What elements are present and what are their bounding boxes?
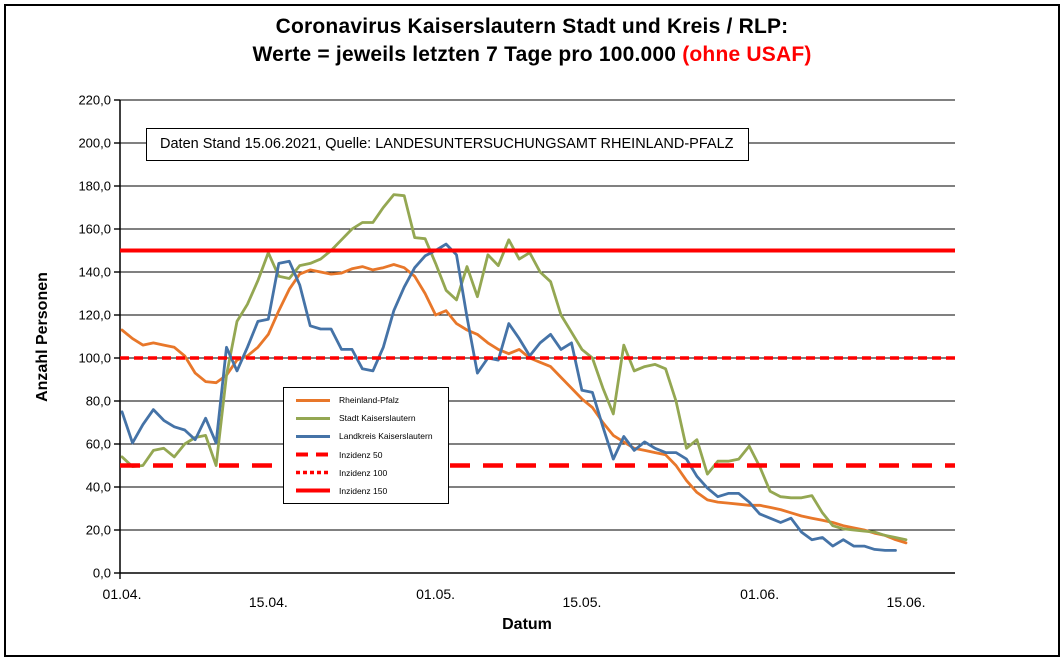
legend-line-sample-inzidenz-50 <box>296 452 330 457</box>
legend-line-sample-inzidenz-150 <box>296 488 330 493</box>
y-tick-label-60: 60,0 <box>86 437 111 452</box>
legend-label-stadt-kaiserslautern: Stadt Kaiserslautern <box>339 413 416 424</box>
legend-item-inzidenz-50: Inzidenz 50 <box>294 449 448 460</box>
legend-item-stadt-kaiserslautern: Stadt Kaiserslautern <box>294 413 448 424</box>
y-tick-label-220: 220,0 <box>78 93 111 108</box>
chart-title-line2-black: Werte = jeweils letzten 7 Tage pro 100.0… <box>252 43 683 66</box>
y-tick-label-0: 0,0 <box>93 566 111 581</box>
legend-label-rheinland-pfalz: Rheinland-Pfalz <box>339 395 400 406</box>
legend-line-sample-rheinland-pfalz <box>296 398 330 402</box>
y-tick-label-80: 80,0 <box>86 394 111 409</box>
x-tick-label-15.05.: 15.05. <box>562 594 601 610</box>
series-line-landkreis-kaiserslautern <box>120 242 897 552</box>
legend-label-landkreis-kaiserslautern: Landkreis Kaiserslautern <box>339 431 433 442</box>
legend-item-landkreis-kaiserslautern: Landkreis Kaiserslautern <box>294 431 448 442</box>
chart-title-usaf-note: (ohne USAF) <box>682 43 812 66</box>
y-tick-label-20: 20,0 <box>86 523 111 538</box>
chart-title-line2: Werte = jeweils letzten 7 Tage pro 100.0… <box>0 41 1064 69</box>
chart-legend: Rheinland-Pfalz Stadt Kaiserslautern Landk… <box>283 387 449 504</box>
y-axis-title: Anzahl Personen <box>34 272 51 402</box>
legend-item-inzidenz-100: Inzidenz 100 <box>294 467 448 478</box>
legend-item-inzidenz-150: Inzidenz 150 <box>294 485 448 496</box>
x-axis-title: Datum <box>502 616 552 633</box>
x-tick-label-01.04.: 01.04. <box>103 586 142 602</box>
data-source-box: Daten Stand 15.06.2021, Quelle: LANDESUN… <box>146 128 749 161</box>
legend-label-inzidenz-150: Inzidenz 150 <box>339 485 388 496</box>
series-line-rheinland-pfalz <box>120 263 908 545</box>
y-tick-label-160: 160,0 <box>78 222 111 237</box>
x-tick-label-15.06.: 15.06. <box>887 594 926 610</box>
legend-line-sample-stadt-kaiserslautern <box>296 416 330 420</box>
legend-line-sample-landkreis-kaiserslautern <box>296 434 330 438</box>
y-tick-label-120: 120,0 <box>78 308 111 323</box>
legend-label-inzidenz-50: Inzidenz 50 <box>339 449 383 460</box>
chart-title: Coronavirus Kaiserslautern Stadt und Kre… <box>0 13 1064 69</box>
y-tick-label-40: 40,0 <box>86 480 111 495</box>
chart-title-line1: Coronavirus Kaiserslautern Stadt und Kre… <box>275 15 789 38</box>
legend-item-rheinland-pfalz: Rheinland-Pfalz <box>294 395 448 406</box>
x-tick-label-01.06.: 01.06. <box>740 586 779 602</box>
x-tick-label-15.04.: 15.04. <box>249 594 288 610</box>
legend-line-sample-inzidenz-100 <box>296 470 330 475</box>
y-tick-label-180: 180,0 <box>78 179 111 194</box>
x-tick-label-01.05.: 01.05. <box>416 586 455 602</box>
legend-label-inzidenz-100: Inzidenz 100 <box>339 467 388 478</box>
y-tick-label-200: 200,0 <box>78 136 111 151</box>
y-tick-label-140: 140,0 <box>78 265 111 280</box>
y-tick-label-100: 100,0 <box>78 351 111 366</box>
